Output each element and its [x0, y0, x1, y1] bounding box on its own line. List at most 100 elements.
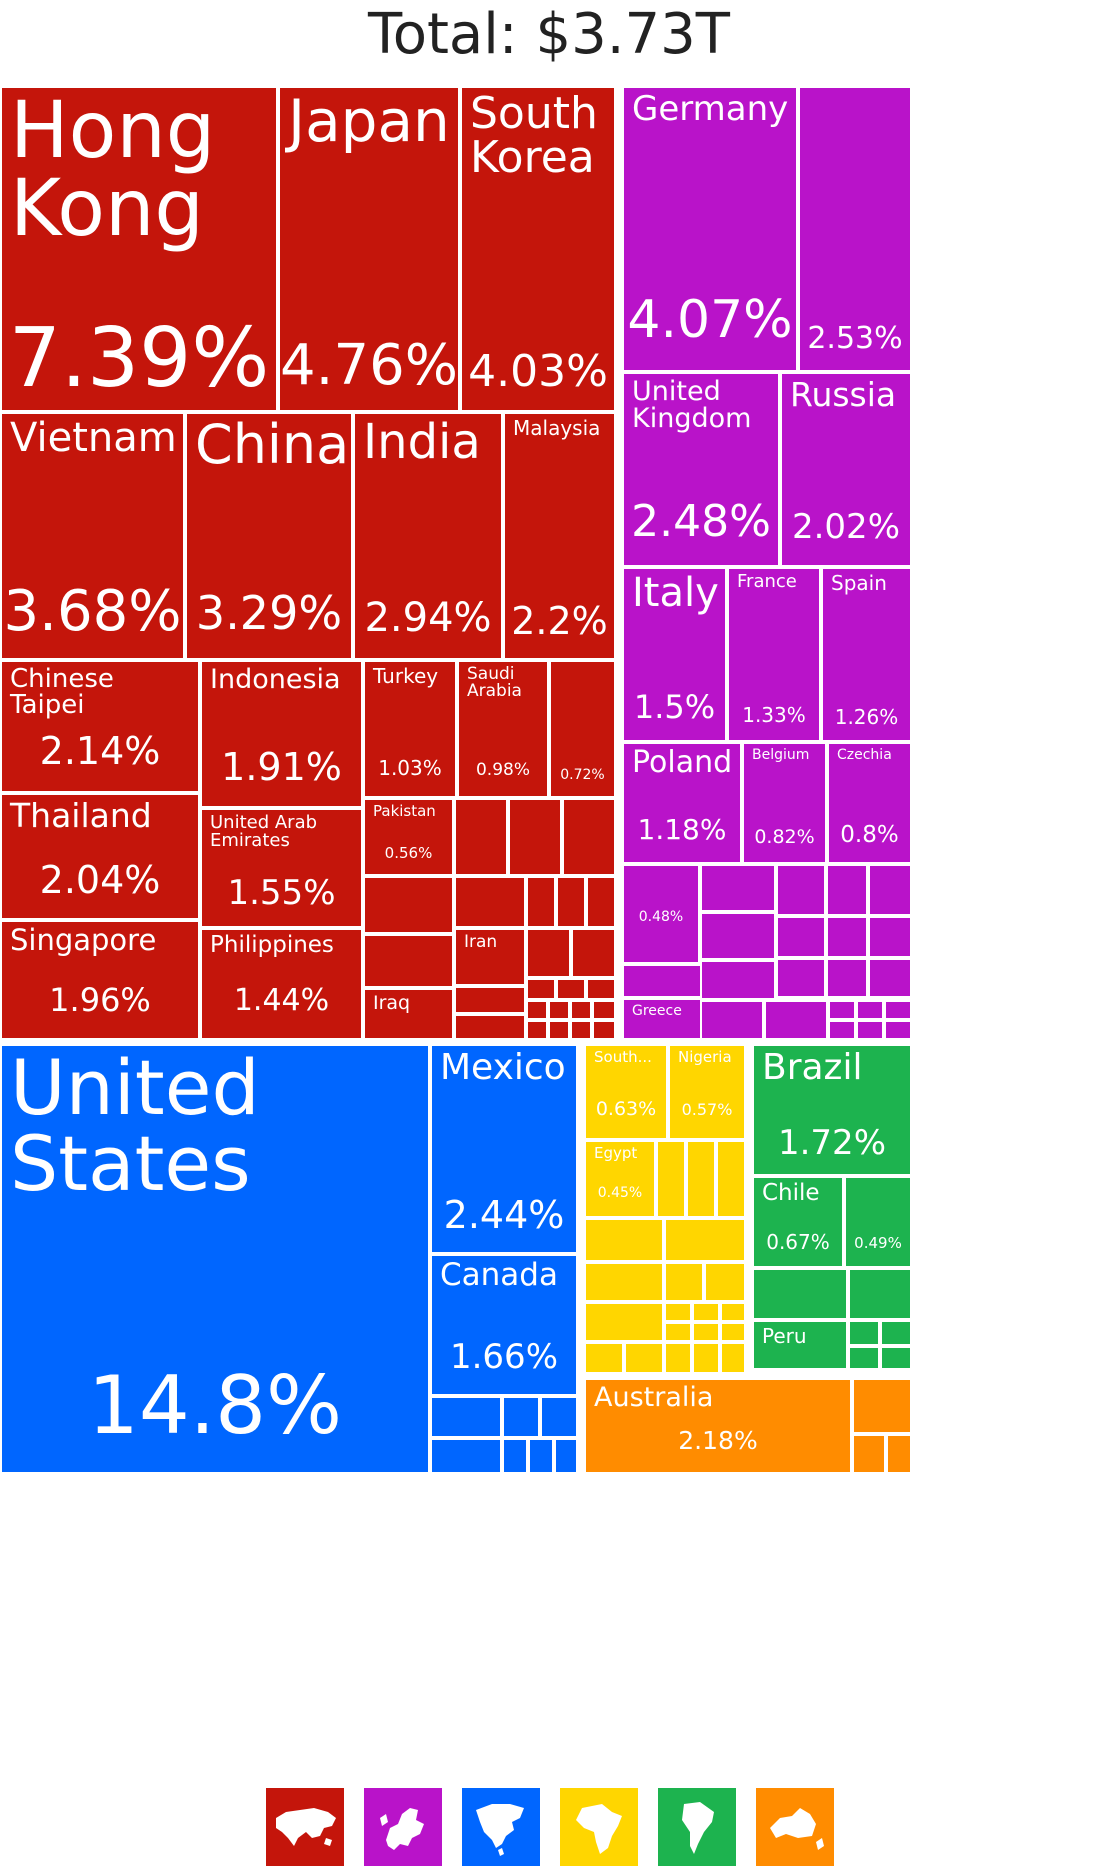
- legend-africa[interactable]: [560, 1788, 638, 1866]
- tile-minor-africa-55[interactable]: [584, 1218, 664, 1262]
- tile-minor-africa-58[interactable]: [664, 1262, 704, 1302]
- tile-egypt[interactable]: Egypt 0.45%: [584, 1140, 656, 1218]
- tile-united-states[interactable]: United States 14.8%: [0, 1044, 430, 1474]
- tile-minor-europe-38[interactable]: [764, 1000, 828, 1040]
- tile-india[interactable]: India 2.94%: [353, 412, 503, 660]
- tile-philippines[interactable]: Philippines 1.44%: [200, 928, 363, 1040]
- tile-greece[interactable]: Greece: [622, 998, 702, 1040]
- tile-united-kingdom[interactable]: United Kingdom 2.48%: [622, 372, 780, 567]
- tile-minor-asia-7[interactable]: [586, 876, 616, 928]
- tile-minor-north_america-46[interactable]: [502, 1396, 540, 1438]
- tile-australia[interactable]: Australia 2.18%: [584, 1378, 852, 1474]
- tile-south[interactable]: South... 0.63%: [584, 1044, 668, 1140]
- tile-minor-europe-36[interactable]: [868, 958, 912, 998]
- legend-north-america[interactable]: [462, 1788, 540, 1866]
- tile-minor-asia-6[interactable]: [556, 876, 586, 928]
- tile-japan[interactable]: Japan 4.76%: [278, 86, 460, 412]
- tile-thailand[interactable]: Thailand 2.04%: [0, 793, 200, 920]
- legend-europe[interactable]: [364, 1788, 442, 1866]
- tile-asia-11[interactable]: 0.72%: [549, 660, 616, 798]
- tile-minor-south_america-72[interactable]: [752, 1268, 848, 1320]
- tile-minor-europe-42[interactable]: [828, 1020, 856, 1040]
- tile-turkey[interactable]: Turkey 1.03%: [363, 660, 457, 798]
- tile-saudi-arabia[interactable]: Saudi Arabia 0.98%: [457, 660, 549, 798]
- tile-china[interactable]: China 3.29%: [185, 412, 353, 660]
- tile-minor-europe-35[interactable]: [826, 958, 868, 998]
- tile-indonesia[interactable]: Indonesia 1.91%: [200, 660, 363, 808]
- tile-minor-europe-39[interactable]: [828, 1000, 856, 1020]
- tile-belgium[interactable]: Belgium 0.82%: [742, 742, 827, 864]
- tile-minor-africa-59[interactable]: [704, 1262, 746, 1302]
- tile-minor-south_america-73[interactable]: [848, 1268, 912, 1320]
- tile-europe-10[interactable]: 0.48%: [622, 864, 700, 964]
- tile-minor-north_america-45[interactable]: [430, 1396, 502, 1438]
- tile-minor-europe-34[interactable]: [776, 958, 826, 998]
- tile-minor-africa-66[interactable]: [720, 1322, 746, 1342]
- tile-minor-africa-67[interactable]: [584, 1342, 624, 1374]
- tile-minor-africa-69[interactable]: [664, 1342, 692, 1374]
- tile-minor-africa-62[interactable]: [692, 1302, 720, 1322]
- tile-minor-europe-31[interactable]: [868, 916, 912, 958]
- tile-minor-asia-2[interactable]: [562, 798, 616, 876]
- legend-oceania[interactable]: [756, 1788, 834, 1866]
- tile-minor-asia-14[interactable]: [556, 978, 586, 1000]
- tile-minor-asia-22[interactable]: [570, 1020, 592, 1040]
- tile-minor-asia-0[interactable]: [454, 798, 508, 876]
- tile-minor-africa-54[interactable]: [716, 1140, 746, 1218]
- tile-pakistan[interactable]: Pakistan 0.56%: [363, 798, 454, 876]
- tile-europe-1[interactable]: 2.53%: [798, 86, 912, 372]
- tile-minor-europe-25[interactable]: [776, 864, 826, 916]
- tile-minor-asia-9[interactable]: [526, 928, 571, 978]
- tile-minor-asia-15[interactable]: [586, 978, 616, 1000]
- tile-minor-asia-1[interactable]: [508, 798, 562, 876]
- tile-minor-north_america-47[interactable]: [540, 1396, 578, 1438]
- tile-minor-africa-60[interactable]: [584, 1302, 664, 1342]
- tile-minor-asia-4[interactable]: [454, 876, 526, 928]
- tile-minor-asia-3[interactable]: [363, 876, 454, 934]
- tile-south-korea[interactable]: South Korea 4.03%: [460, 86, 616, 412]
- tile-minor-africa-65[interactable]: [692, 1322, 720, 1342]
- tile-minor-asia-21[interactable]: [548, 1020, 570, 1040]
- tile-minor-north_america-48[interactable]: [430, 1438, 502, 1474]
- tile-germany[interactable]: Germany 4.07%: [622, 86, 798, 372]
- tile-singapore[interactable]: Singapore 1.96%: [0, 920, 200, 1040]
- tile-minor-europe-33[interactable]: [700, 960, 776, 1000]
- tile-minor-oceania-79[interactable]: [852, 1434, 886, 1474]
- tile-minor-europe-27[interactable]: [868, 864, 912, 916]
- tile-minor-africa-61[interactable]: [664, 1302, 692, 1322]
- tile-chile[interactable]: Chile 0.67%: [752, 1176, 844, 1268]
- tile-minor-south_america-77[interactable]: [880, 1346, 912, 1370]
- tile-minor-africa-70[interactable]: [692, 1342, 720, 1374]
- tile-minor-asia-5[interactable]: [526, 876, 556, 928]
- tile-mexico[interactable]: Mexico 2.44%: [430, 1044, 578, 1254]
- tile-minor-africa-71[interactable]: [720, 1342, 746, 1374]
- tile-nigeria[interactable]: Nigeria 0.57%: [668, 1044, 746, 1140]
- tile-minor-north_america-49[interactable]: [502, 1438, 528, 1474]
- tile-minor-europe-40[interactable]: [856, 1000, 884, 1020]
- tile-minor-asia-12[interactable]: [454, 1014, 526, 1040]
- tile-minor-africa-56[interactable]: [664, 1218, 746, 1262]
- tile-spain[interactable]: Spain 1.26%: [821, 567, 912, 742]
- tile-minor-south_america-75[interactable]: [880, 1320, 912, 1346]
- tile-minor-asia-18[interactable]: [570, 1000, 592, 1020]
- tile-minor-south_america-74[interactable]: [848, 1320, 880, 1346]
- tile-minor-oceania-80[interactable]: [886, 1434, 912, 1474]
- tile-minor-africa-63[interactable]: [720, 1302, 746, 1322]
- tile-brazil[interactable]: Brazil 1.72%: [752, 1044, 912, 1176]
- tile-minor-africa-68[interactable]: [624, 1342, 664, 1374]
- tile-vietnam[interactable]: Vietnam 3.68%: [0, 412, 185, 660]
- tile-italy[interactable]: Italy 1.5%: [622, 567, 727, 742]
- tile-minor-africa-53[interactable]: [686, 1140, 716, 1218]
- tile-hong-kong[interactable]: Hong Kong 7.39%: [0, 86, 278, 412]
- tile-minor-africa-52[interactable]: [656, 1140, 686, 1218]
- tile-malaysia[interactable]: Malaysia 2.2%: [503, 412, 616, 660]
- tile-united-arab-emirates[interactable]: United Arab Emirates 1.55%: [200, 808, 363, 928]
- tile-poland[interactable]: Poland 1.18%: [622, 742, 742, 864]
- tile-peru[interactable]: Peru: [752, 1320, 848, 1370]
- tile-minor-asia-23[interactable]: [592, 1020, 616, 1040]
- tile-minor-europe-32[interactable]: [622, 964, 702, 998]
- legend-south-america[interactable]: [658, 1788, 736, 1866]
- tile-minor-europe-37[interactable]: [700, 1000, 764, 1040]
- tile-chinese-taipei[interactable]: Chinese Taipei 2.14%: [0, 660, 200, 793]
- tile-minor-europe-29[interactable]: [776, 916, 826, 958]
